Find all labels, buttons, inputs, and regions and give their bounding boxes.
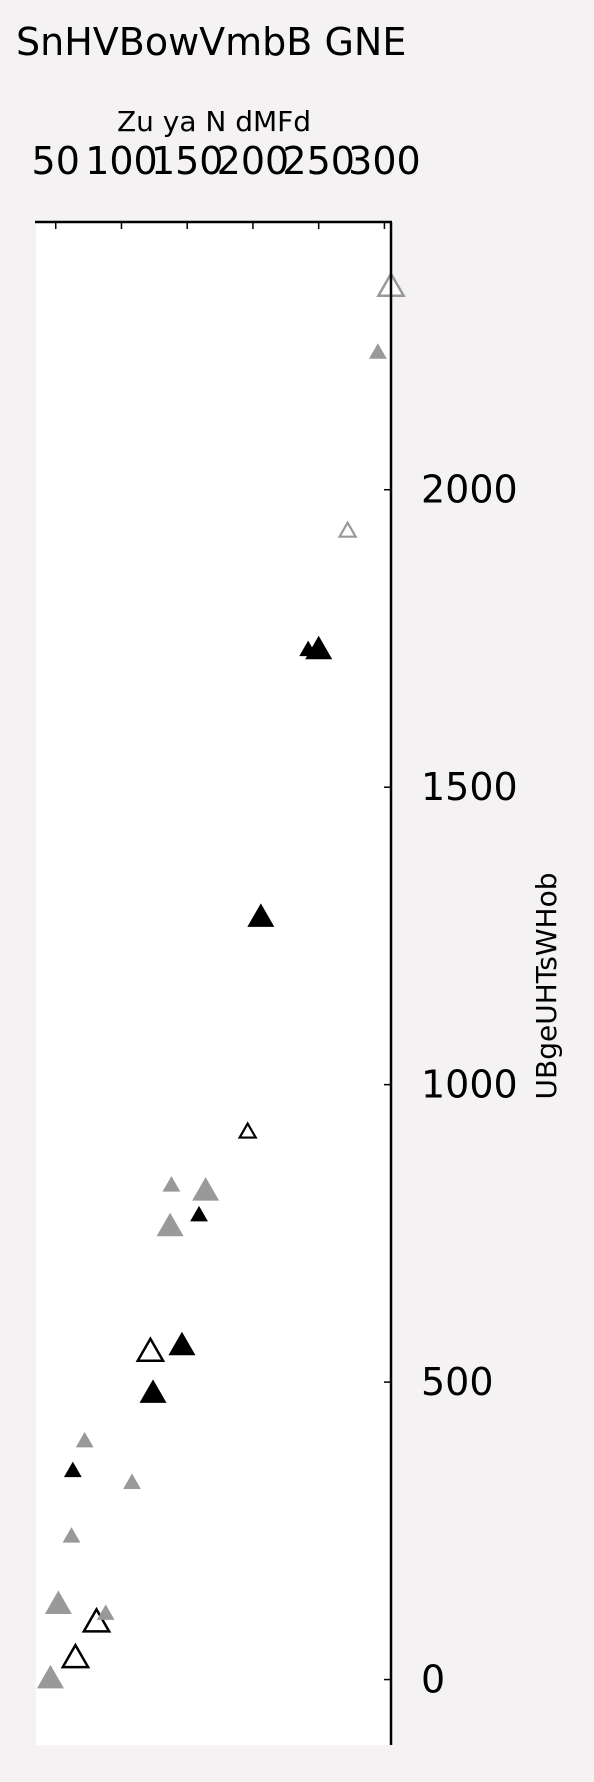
y-axis-label: UBgeUHTsWHob <box>530 873 563 1100</box>
data-point-triangle <box>63 1461 82 1478</box>
data-point-triangle <box>123 1473 141 1490</box>
x-tick-label: 150 <box>151 139 224 183</box>
data-point-triangle <box>62 1527 81 1543</box>
x-axis-label: Zu ya N dMFd <box>117 105 311 138</box>
data-point-triangle <box>305 635 333 660</box>
x-tick-label: 200 <box>217 139 290 183</box>
y-axis-ticks: 0 500 1000 1500 2000 <box>384 468 518 1702</box>
y-tick-label: 1500 <box>421 765 518 809</box>
data-point-triangle <box>368 343 387 359</box>
y-tick-label: 2000 <box>421 468 518 512</box>
x-tick-label: 50 <box>32 139 80 183</box>
chart-title: SnHVBowVmbB GNE <box>16 20 407 64</box>
data-point-triangle <box>162 1176 181 1192</box>
data-point-triangle <box>75 1431 94 1448</box>
x-tick-label: 250 <box>282 139 355 183</box>
data-point-triangle <box>168 1331 196 1356</box>
y-tick-label: 1000 <box>421 1063 518 1107</box>
data-point-triangle <box>135 1336 166 1362</box>
data-point-triangle <box>81 1606 112 1633</box>
y-tick-label: 500 <box>421 1360 494 1404</box>
x-tick-label: 300 <box>348 139 421 183</box>
data-point-triangle <box>44 1590 72 1615</box>
data-point-triangle <box>139 1379 167 1403</box>
data-point-triangle <box>337 520 358 538</box>
plot-area <box>36 222 391 1745</box>
data-point-triangle <box>192 1177 220 1201</box>
data-point-triangle <box>156 1212 184 1237</box>
data-point-triangle <box>96 1604 115 1620</box>
data-point-triangle <box>190 1205 208 1222</box>
data-point-triangle <box>247 903 275 927</box>
data-points <box>36 271 406 1689</box>
y-tick-label: 0 <box>421 1658 445 1702</box>
data-point-triangle <box>60 1642 91 1669</box>
x-tick-label: 100 <box>85 139 158 183</box>
data-point-triangle <box>237 1121 258 1139</box>
data-point-triangle <box>36 1664 64 1689</box>
